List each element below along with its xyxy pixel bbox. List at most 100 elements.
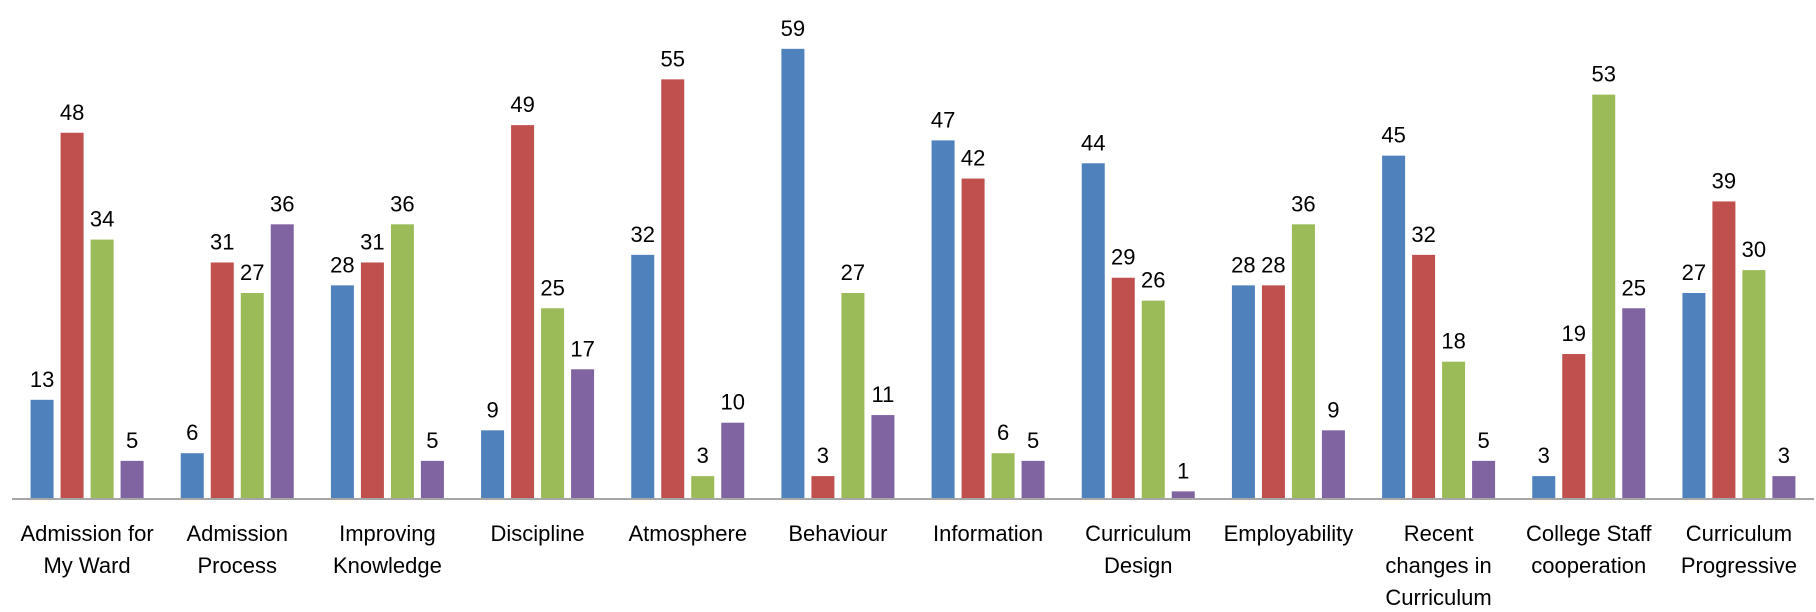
data-label-s2-c9: 28 bbox=[1261, 252, 1285, 277]
bar-s4-c4 bbox=[571, 369, 595, 499]
data-label-s2-c2: 31 bbox=[210, 229, 234, 254]
data-label-s1-c3: 28 bbox=[330, 252, 354, 277]
data-label-s4-c1: 5 bbox=[126, 428, 138, 453]
bar-s3-c8 bbox=[1141, 300, 1165, 499]
category-label-line: Admission bbox=[187, 521, 288, 546]
category-label-line: Recent bbox=[1404, 521, 1474, 546]
data-label-s1-c10: 45 bbox=[1381, 123, 1405, 148]
bar-s4-c11 bbox=[1622, 308, 1646, 499]
data-label-s3-c6: 27 bbox=[841, 260, 865, 285]
bar-s2-c7 bbox=[961, 178, 985, 500]
data-label-s3-c4: 25 bbox=[540, 275, 564, 300]
category-label-1: Admission for My Ward bbox=[20, 521, 153, 578]
bar-s1-c6 bbox=[781, 48, 805, 500]
data-label-s3-c11: 53 bbox=[1592, 62, 1616, 87]
bar-s2-c6 bbox=[811, 476, 835, 499]
bar-s4-c1 bbox=[120, 460, 144, 499]
data-label-s1-c12: 27 bbox=[1682, 260, 1706, 285]
bar-s3-c3 bbox=[390, 224, 414, 499]
category-label-2: Admission Process bbox=[187, 521, 288, 578]
data-label-s2-c3: 31 bbox=[360, 229, 384, 254]
bar-s1-c12 bbox=[1682, 292, 1706, 499]
bar-s3-c10 bbox=[1442, 361, 1466, 499]
category-label-line: Atmosphere bbox=[628, 521, 747, 546]
category-label-line: College Staff bbox=[1526, 521, 1652, 546]
bar-s1-c3 bbox=[330, 285, 354, 499]
bar-s4-c5 bbox=[721, 422, 745, 499]
data-label-s2-c7: 42 bbox=[961, 146, 985, 171]
data-label-s2-c1: 48 bbox=[60, 100, 84, 125]
bar-s1-c4 bbox=[481, 430, 505, 499]
data-label-s3-c3: 36 bbox=[390, 191, 414, 216]
category-label-8: Curriculum Design bbox=[1085, 521, 1191, 578]
bar-s1-c9 bbox=[1231, 285, 1255, 499]
data-label-s1-c7: 47 bbox=[931, 107, 955, 132]
bar-s2-c8 bbox=[1111, 277, 1135, 499]
data-label-s1-c5: 32 bbox=[631, 222, 655, 247]
bar-s4-c2 bbox=[270, 224, 294, 499]
bar-s3-c4 bbox=[541, 308, 565, 499]
data-label-s1-c9: 28 bbox=[1231, 252, 1255, 277]
category-label-line: Behaviour bbox=[788, 521, 887, 546]
category-label-line: My Ward bbox=[43, 553, 130, 578]
bar-s1-c11 bbox=[1532, 476, 1556, 499]
bar-s1-c5 bbox=[631, 254, 655, 499]
bar-s4-c10 bbox=[1472, 460, 1496, 499]
data-label-s4-c4: 17 bbox=[570, 336, 594, 361]
data-label-s1-c6: 59 bbox=[781, 16, 805, 41]
data-label-s4-c2: 36 bbox=[270, 191, 294, 216]
category-label-line: Curriculum bbox=[1085, 521, 1191, 546]
data-label-s4-c8: 1 bbox=[1177, 458, 1189, 483]
bar-s4-c9 bbox=[1321, 430, 1345, 499]
data-label-s4-c9: 9 bbox=[1327, 397, 1339, 422]
bar-s3-c1 bbox=[90, 239, 114, 499]
bar-s3-c6 bbox=[841, 292, 865, 499]
category-label-line: Curriculum bbox=[1385, 585, 1491, 610]
data-label-s4-c6: 11 bbox=[871, 382, 894, 407]
bar-s4-c7 bbox=[1021, 460, 1045, 499]
data-label-s2-c11: 19 bbox=[1562, 321, 1586, 346]
category-label-line: cooperation bbox=[1531, 553, 1646, 578]
data-label-s3-c12: 30 bbox=[1742, 237, 1766, 262]
category-label-line: Knowledge bbox=[333, 553, 442, 578]
category-label-4: Discipline bbox=[491, 521, 585, 546]
bar-s3-c12 bbox=[1742, 270, 1766, 499]
category-label-line: Information bbox=[933, 521, 1043, 546]
bar-s1-c1 bbox=[30, 399, 54, 499]
data-label-s4-c3: 5 bbox=[426, 428, 438, 453]
data-label-s2-c12: 39 bbox=[1712, 168, 1736, 193]
category-label-11: College Staff cooperation bbox=[1526, 521, 1652, 578]
category-label-5: Atmosphere bbox=[628, 521, 747, 546]
category-label-line: Employability bbox=[1224, 521, 1354, 546]
category-label-3: Improving Knowledge bbox=[333, 521, 442, 578]
bar-s1-c7 bbox=[931, 140, 955, 499]
data-label-s4-c10: 5 bbox=[1477, 428, 1489, 453]
data-label-s3-c1: 34 bbox=[90, 207, 114, 232]
bar-s2-c5 bbox=[661, 79, 685, 499]
data-label-s3-c5: 3 bbox=[697, 443, 709, 468]
bar-s3-c5 bbox=[691, 476, 715, 499]
bar-s2-c4 bbox=[511, 125, 535, 499]
bar-s2-c10 bbox=[1412, 254, 1436, 499]
data-label-s1-c4: 9 bbox=[486, 397, 498, 422]
bar-s4-c3 bbox=[420, 460, 444, 499]
bar-s2-c2 bbox=[210, 262, 234, 499]
category-label-line: Progressive bbox=[1681, 553, 1797, 578]
bar-s2-c1 bbox=[60, 132, 84, 499]
bar-s3-c2 bbox=[240, 292, 264, 499]
bar-s4-c8 bbox=[1171, 491, 1195, 499]
category-label-9: Employability bbox=[1224, 521, 1354, 546]
category-label-line: Admission for bbox=[20, 521, 153, 546]
data-label-s3-c8: 26 bbox=[1141, 268, 1165, 293]
category-label-line: Process bbox=[198, 553, 277, 578]
data-label-s2-c10: 32 bbox=[1411, 222, 1435, 247]
category-labels-layer: Admission for My Ward Admission Process Impr… bbox=[20, 521, 1797, 610]
category-label-line: Discipline bbox=[491, 521, 585, 546]
category-label-10: Recent changes in Curriculum bbox=[1385, 521, 1491, 610]
category-label-line: changes in bbox=[1385, 553, 1491, 578]
bar-s1-c10 bbox=[1382, 155, 1406, 499]
data-label-s2-c4: 49 bbox=[510, 92, 534, 117]
bar-s2-c11 bbox=[1562, 354, 1586, 499]
